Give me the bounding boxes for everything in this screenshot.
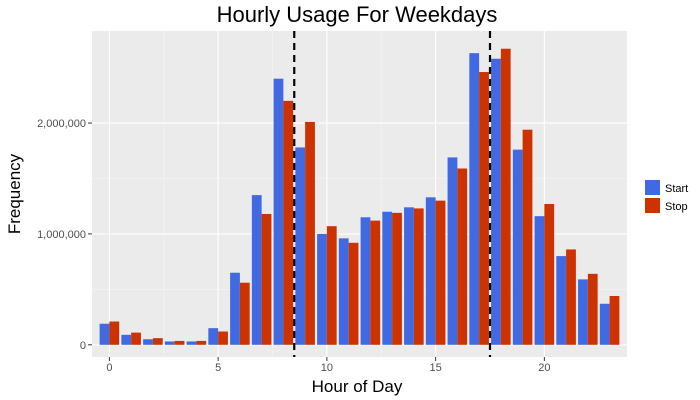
bar-stop-hour-4 [196,340,207,345]
bar-start-hour-2 [143,339,153,345]
bar-start-hour-18 [491,58,501,345]
x-tick-label: 10 [321,362,333,374]
x-tick-label: 20 [538,362,550,374]
bar-stop-hour-8 [283,100,294,345]
bar-stop-hour-11 [348,242,359,345]
bar-stop-hour-19 [522,129,533,345]
bar-start-hour-15 [425,197,436,345]
bar-start-hour-19 [512,149,523,345]
bar-stop-hour-17 [479,72,489,345]
bar-start-hour-3 [164,341,175,345]
bar-start-hour-13 [382,211,393,345]
legend-label-start: Start [665,183,688,195]
x-tick-label: 0 [106,362,112,374]
bar-start-hour-5 [208,328,219,345]
bar-stop-hour-5 [218,331,228,345]
bar-start-hour-14 [404,207,414,345]
bar-stop-hour-21 [566,249,576,345]
x-tick-label: 5 [215,362,221,374]
bar-stop-hour-7 [261,213,272,345]
bar-start-hour-6 [230,272,240,345]
bar-start-hour-0 [99,323,110,345]
bar-start-hour-22 [578,279,588,345]
bar-start-hour-1 [121,334,132,345]
y-tick-label: 0 [80,340,86,352]
bar-stop-hour-18 [500,48,511,345]
legend: Start Stop [645,180,688,213]
y-tick-label: 2,000,000 [37,118,86,130]
bar-start-hour-20 [534,216,545,345]
y-axis-ticks: 0 1,000,000 2,000,000 [37,118,92,352]
bar-stop-hour-0 [109,321,120,345]
reference-lines [293,31,492,357]
bar-start-hour-11 [338,238,349,345]
x-tick-label: 15 [429,362,441,374]
bar-start-hour-4 [186,341,197,345]
bar-stop-hour-12 [370,220,381,345]
bar-stop-hour-20 [544,203,555,345]
x-axis-label: Hour of Day [312,377,403,396]
bar-start-hour-23 [599,303,610,345]
chart-title: Hourly Usage For Weekdays [217,2,498,27]
bar-stop-hour-2 [152,338,163,345]
x-axis-ticks: 0 5 10 15 20 [106,357,550,374]
bar-stop-hour-1 [131,332,141,345]
legend-label-stop: Stop [665,201,688,213]
bar-stop-hour-10 [326,226,337,345]
bar-stop-hour-6 [239,282,250,345]
bar-start-hour-12 [360,217,371,345]
bar-start-hour-8 [273,78,284,345]
bar-start-hour-7 [251,195,262,345]
bar-stop-hour-14 [413,208,424,345]
legend-swatch-stop [645,198,660,213]
bar-start-hour-10 [317,233,327,345]
y-axis-label: Frequency [5,153,24,234]
bar-stop-hour-23 [609,296,620,345]
bar-stop-hour-15 [435,200,446,345]
legend-swatch-start [645,180,660,195]
bar-start-hour-9 [295,147,306,345]
bars [99,48,620,345]
bar-stop-hour-22 [587,273,598,345]
y-tick-label: 1,000,000 [37,229,86,241]
bar-start-hour-17 [469,53,480,345]
bar-stop-hour-9 [305,121,315,345]
bar-stop-hour-16 [457,168,468,345]
bar-stop-hour-13 [392,212,402,345]
bar-start-hour-21 [556,256,567,345]
bar-stop-hour-3 [174,340,185,345]
bar-start-hour-16 [447,157,458,345]
